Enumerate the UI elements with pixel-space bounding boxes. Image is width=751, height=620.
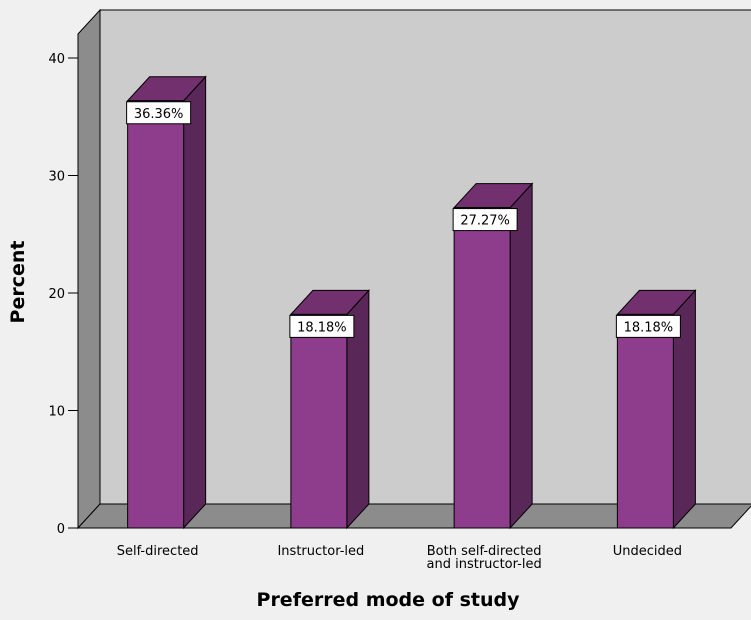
x-axis-categories: Self-directed Instructor-led Both self-dir… [117, 544, 682, 572]
bar [290, 313, 348, 529]
data-label-box [289, 314, 355, 338]
x-category-label: Undecided [613, 544, 682, 559]
y-tick-label: 20 [48, 287, 65, 302]
bar [453, 207, 511, 529]
y-tick-label: 10 [48, 405, 65, 420]
chart-frame [76, 8, 751, 530]
data-label: 18.18% [297, 320, 347, 335]
bar [616, 313, 674, 529]
x-category-label: Instructor-led [277, 544, 364, 559]
x-category-label: Both self-directed [427, 544, 542, 559]
y-tick-label: 30 [48, 170, 65, 185]
bar-side [509, 182, 533, 530]
x-category-label: Self-directed [117, 544, 199, 559]
x-category-label: and instructor-led [427, 557, 542, 572]
data-labels: 36.36% 18.18% 27.27% 18.18% [126, 101, 681, 338]
y-axis-title: Percent [7, 241, 29, 324]
floor [76, 503, 751, 529]
data-label-box [615, 314, 681, 338]
y-axis: 0 10 20 30 40 [48, 52, 78, 537]
x-axis-title: Preferred mode of study [257, 589, 521, 611]
bar-side [183, 75, 207, 530]
y-tick-label: 0 [57, 522, 65, 537]
bars [126, 75, 697, 530]
y-tick-label: 40 [48, 52, 65, 67]
side-wall [77, 8, 101, 530]
data-label-box [126, 101, 192, 125]
data-label: 27.27% [460, 214, 510, 229]
bar [127, 100, 185, 529]
data-label: 18.18% [624, 320, 674, 335]
data-label: 36.36% [134, 107, 184, 122]
data-label-box [452, 208, 518, 232]
